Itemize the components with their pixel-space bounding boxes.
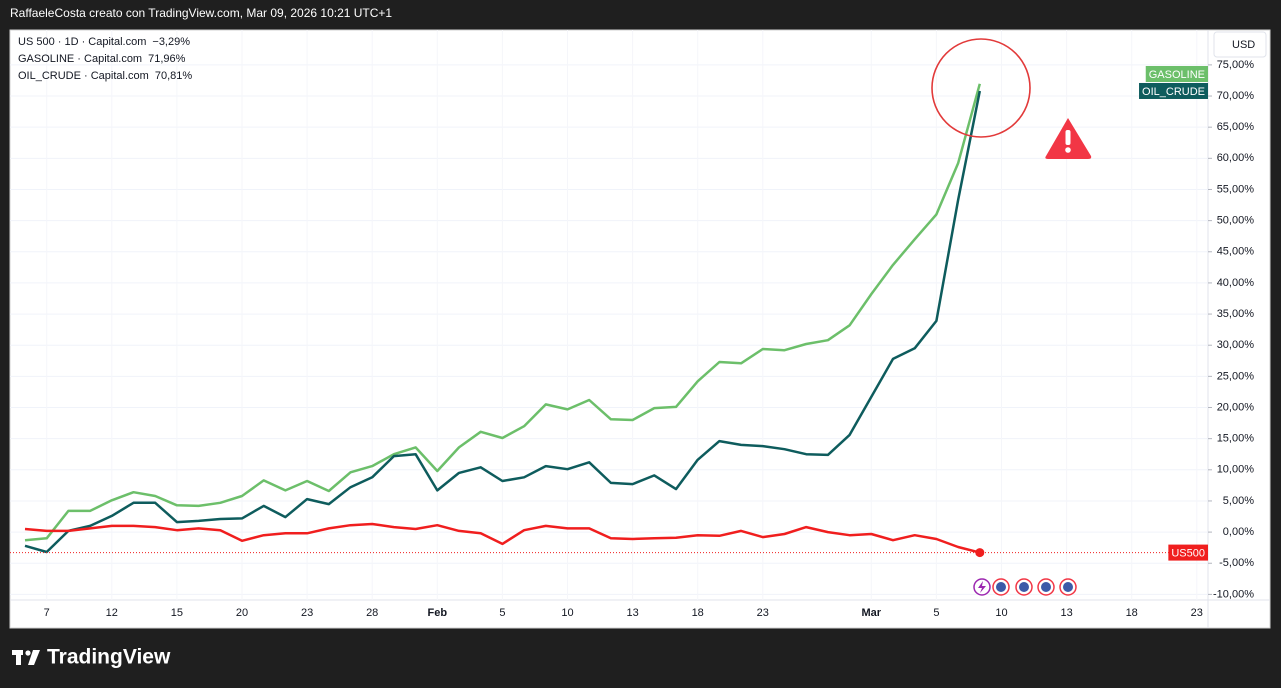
- y-tick-label: 75,00%: [1217, 59, 1255, 71]
- series-badge-label: GASOLINE: [1149, 69, 1205, 81]
- x-tick-label: 5: [499, 607, 505, 619]
- event-icons: [973, 578, 1077, 596]
- series-badge: [1168, 544, 1208, 561]
- series-badge: [1145, 65, 1208, 82]
- y-tick-label: 25,00%: [1217, 370, 1255, 382]
- legend-label: GASOLINE · Capital.com: [18, 53, 142, 65]
- x-tick-label: Mar: [862, 607, 882, 619]
- y-tick-label: 45,00%: [1217, 246, 1255, 258]
- plot: 75,00%70,00%65,00%60,00%55,00%50,00%45,0…: [10, 30, 1254, 619]
- x-tick-label: 20: [236, 607, 248, 619]
- x-tick-label: 28: [366, 607, 378, 619]
- x-tick-label: 18: [692, 607, 704, 619]
- y-tick-label: 70,00%: [1217, 90, 1255, 102]
- x-tick-label: 10: [995, 607, 1007, 619]
- legend-label: OIL_CRUDE · Capital.com: [18, 70, 149, 82]
- y-tick-label: 10,00%: [1217, 464, 1255, 476]
- x-tick-label: 13: [626, 607, 638, 619]
- x-tick-label: 18: [1126, 607, 1138, 619]
- x-tick-label: 15: [171, 607, 183, 619]
- warning-icon: [1045, 118, 1092, 159]
- y-tick-label: 15,00%: [1217, 433, 1255, 445]
- y-tick-label: 20,00%: [1217, 401, 1255, 413]
- y-tick-label: -10,00%: [1213, 588, 1254, 600]
- x-tick-label: 12: [106, 607, 118, 619]
- last-point: [975, 548, 985, 558]
- y-tick-label: 50,00%: [1217, 215, 1255, 227]
- y-tick-label: 5,00%: [1223, 495, 1254, 507]
- currency-button[interactable]: [1213, 31, 1267, 58]
- series-line: [24, 90, 982, 554]
- series-line: [24, 83, 982, 542]
- legend-change: −3,29%: [152, 36, 190, 48]
- y-tick-label: 30,00%: [1217, 339, 1255, 351]
- currency[interactable]: USD: [1232, 39, 1255, 51]
- legend-change: 71,96%: [148, 53, 186, 65]
- chart-panel: [9, 29, 1271, 629]
- y-tick-label: 65,00%: [1217, 121, 1255, 133]
- x-tick-label: 23: [301, 607, 313, 619]
- x-tick-label: 5: [933, 607, 939, 619]
- y-tick-label: 55,00%: [1217, 183, 1255, 195]
- brand: TradingView: [47, 646, 171, 669]
- series-badge-label: US500: [1171, 547, 1205, 559]
- y-tick-label: 0,00%: [1223, 526, 1254, 538]
- legend-change: 70,81%: [155, 70, 193, 82]
- y-tick-label: 60,00%: [1217, 152, 1255, 164]
- legend-label: US 500 · 1D · Capital.com: [18, 36, 146, 48]
- x-tick-label: Feb: [428, 607, 448, 619]
- x-tick-label: 23: [757, 607, 769, 619]
- y-tick-label: -5,00%: [1219, 557, 1254, 569]
- highlight-circle: [931, 38, 1031, 138]
- x-tick-label: 7: [44, 607, 50, 619]
- x-tick-label: 23: [1191, 607, 1203, 619]
- series-line: [24, 522, 981, 554]
- chart-title: RaffaeleCosta creato con TradingView.com…: [10, 6, 392, 20]
- brand-logo: [12, 650, 40, 665]
- x-tick-label: 13: [1060, 607, 1072, 619]
- x-tick-label: 10: [561, 607, 573, 619]
- y-tick-label: 40,00%: [1217, 277, 1255, 289]
- series-badge-label: OIL_CRUDE: [1142, 86, 1205, 98]
- series-badge: [1139, 82, 1208, 99]
- y-tick-label: 35,00%: [1217, 308, 1255, 320]
